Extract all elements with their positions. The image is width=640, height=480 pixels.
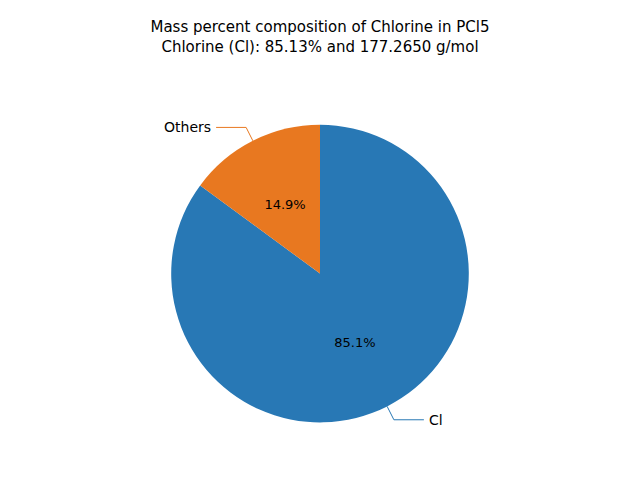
- svg-text:Cl: Cl: [429, 412, 443, 428]
- svg-text:14.9%: 14.9%: [264, 197, 305, 212]
- svg-text:Chlorine (Cl): 85.13% and 177.: Chlorine (Cl): 85.13% and 177.2650 g/mol: [161, 38, 478, 56]
- svg-text:Others: Others: [164, 119, 211, 135]
- svg-text:Mass percent composition of Ch: Mass percent composition of Chlorine in …: [150, 18, 489, 36]
- svg-text:85.1%: 85.1%: [334, 335, 375, 350]
